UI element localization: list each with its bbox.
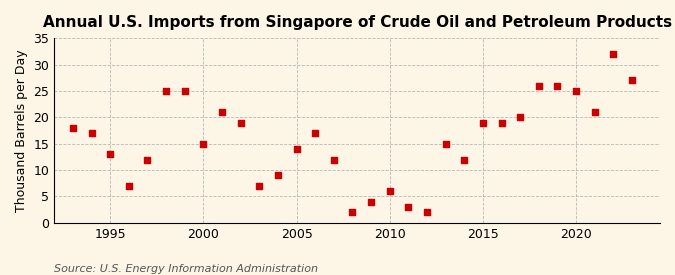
- Point: [384, 189, 395, 193]
- Point: [124, 184, 134, 188]
- Point: [310, 131, 321, 135]
- Title: Annual U.S. Imports from Singapore of Crude Oil and Petroleum Products: Annual U.S. Imports from Singapore of Cr…: [43, 15, 672, 30]
- Point: [403, 205, 414, 209]
- Point: [142, 157, 153, 162]
- Point: [254, 184, 265, 188]
- Point: [105, 152, 115, 156]
- Point: [571, 89, 582, 93]
- Point: [552, 83, 563, 88]
- Point: [533, 83, 544, 88]
- Point: [626, 78, 637, 82]
- Point: [459, 157, 470, 162]
- Point: [217, 110, 227, 114]
- Point: [496, 120, 507, 125]
- Y-axis label: Thousand Barrels per Day: Thousand Barrels per Day: [15, 49, 28, 212]
- Point: [273, 173, 284, 178]
- Point: [86, 131, 97, 135]
- Point: [440, 142, 451, 146]
- Text: Source: U.S. Energy Information Administration: Source: U.S. Energy Information Administ…: [54, 264, 318, 274]
- Point: [161, 89, 171, 93]
- Point: [608, 52, 619, 56]
- Point: [329, 157, 340, 162]
- Point: [180, 89, 190, 93]
- Point: [589, 110, 600, 114]
- Point: [291, 147, 302, 151]
- Point: [366, 200, 377, 204]
- Point: [198, 142, 209, 146]
- Point: [515, 115, 526, 120]
- Point: [68, 126, 78, 130]
- Point: [236, 120, 246, 125]
- Point: [477, 120, 488, 125]
- Point: [422, 210, 433, 214]
- Point: [347, 210, 358, 214]
